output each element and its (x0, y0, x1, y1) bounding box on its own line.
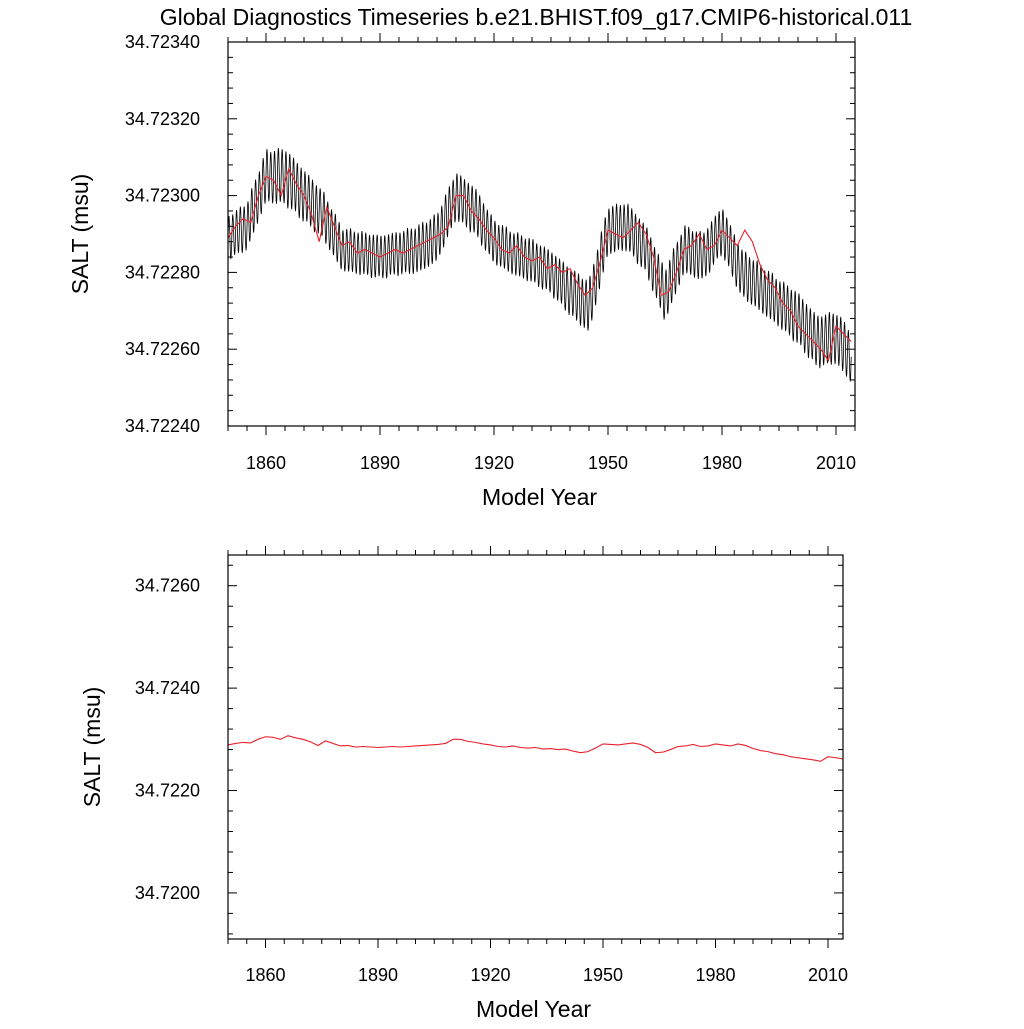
x-tick-label: 1980 (695, 965, 735, 985)
series-line-monthly (228, 147, 852, 382)
x-tick-label: 1920 (474, 453, 514, 473)
x-tick-label: 2010 (808, 965, 848, 985)
x-tick-label: 1860 (245, 965, 285, 985)
x-tick-label: 1860 (246, 453, 286, 473)
y-tick-label: 34.72320 (125, 109, 200, 129)
y-tick-label: 34.72340 (125, 32, 200, 52)
plot-frame (227, 41, 856, 427)
x-tick-label: 1950 (588, 453, 628, 473)
x-axis-label: Model Year (476, 996, 591, 1022)
x-axis-label: Model Year (482, 484, 597, 510)
y-tick-label: 34.72280 (125, 262, 200, 282)
x-tick-label: 1890 (360, 453, 400, 473)
y-axis-label: SALT (msu) (67, 174, 93, 295)
y-tick-label: 34.7220 (135, 781, 200, 801)
top-panel: 1860 1890 1920 1950 1980 2010 34.72240 34.72260… (67, 32, 856, 510)
y-tick-label: 34.7260 (135, 576, 200, 596)
series-line-annual (228, 735, 843, 762)
x-tick-label: 1950 (583, 965, 623, 985)
y-tick-label: 34.7240 (135, 678, 200, 698)
y-tick-label: 34.72260 (125, 339, 200, 359)
figure-title: Global Diagnostics Timeseries b.e21.BHIS… (160, 4, 913, 30)
series-line-annual (228, 167, 852, 363)
y-axis-label: SALT (msu) (79, 687, 105, 808)
x-tick-label: 1890 (358, 965, 398, 985)
y-tick-label: 34.7200 (135, 883, 200, 903)
y-tick-label: 34.72240 (125, 416, 200, 436)
plot-frame (227, 554, 844, 940)
x-tick-label: 2010 (816, 453, 856, 473)
y-tick-label: 34.72300 (125, 186, 200, 206)
bottom-panel: 1860 1890 1920 1950 1980 2010 34.7200 34.7220 34… (79, 546, 848, 1022)
x-tick-label: 1980 (702, 453, 742, 473)
x-tick-label: 1920 (470, 965, 510, 985)
